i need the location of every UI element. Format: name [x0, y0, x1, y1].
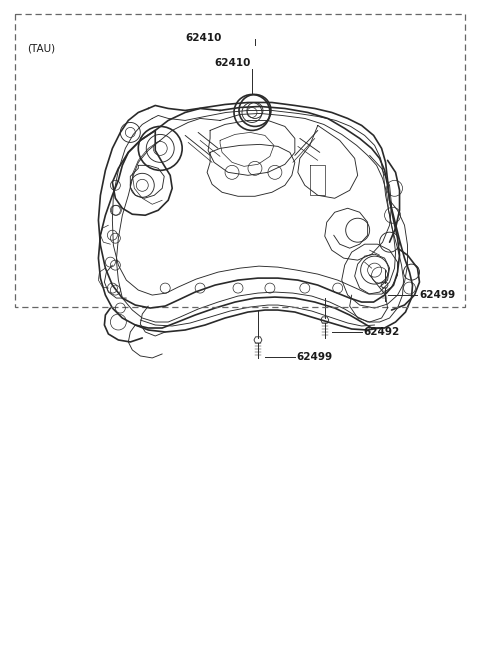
Bar: [15, 14, 465, 307]
Text: 62499: 62499: [297, 352, 333, 362]
Text: 62410: 62410: [214, 58, 251, 67]
Text: 62410: 62410: [185, 33, 221, 43]
Text: 62492: 62492: [364, 327, 400, 337]
Text: (TAU): (TAU): [27, 43, 55, 53]
Text: 62499: 62499: [420, 290, 456, 300]
